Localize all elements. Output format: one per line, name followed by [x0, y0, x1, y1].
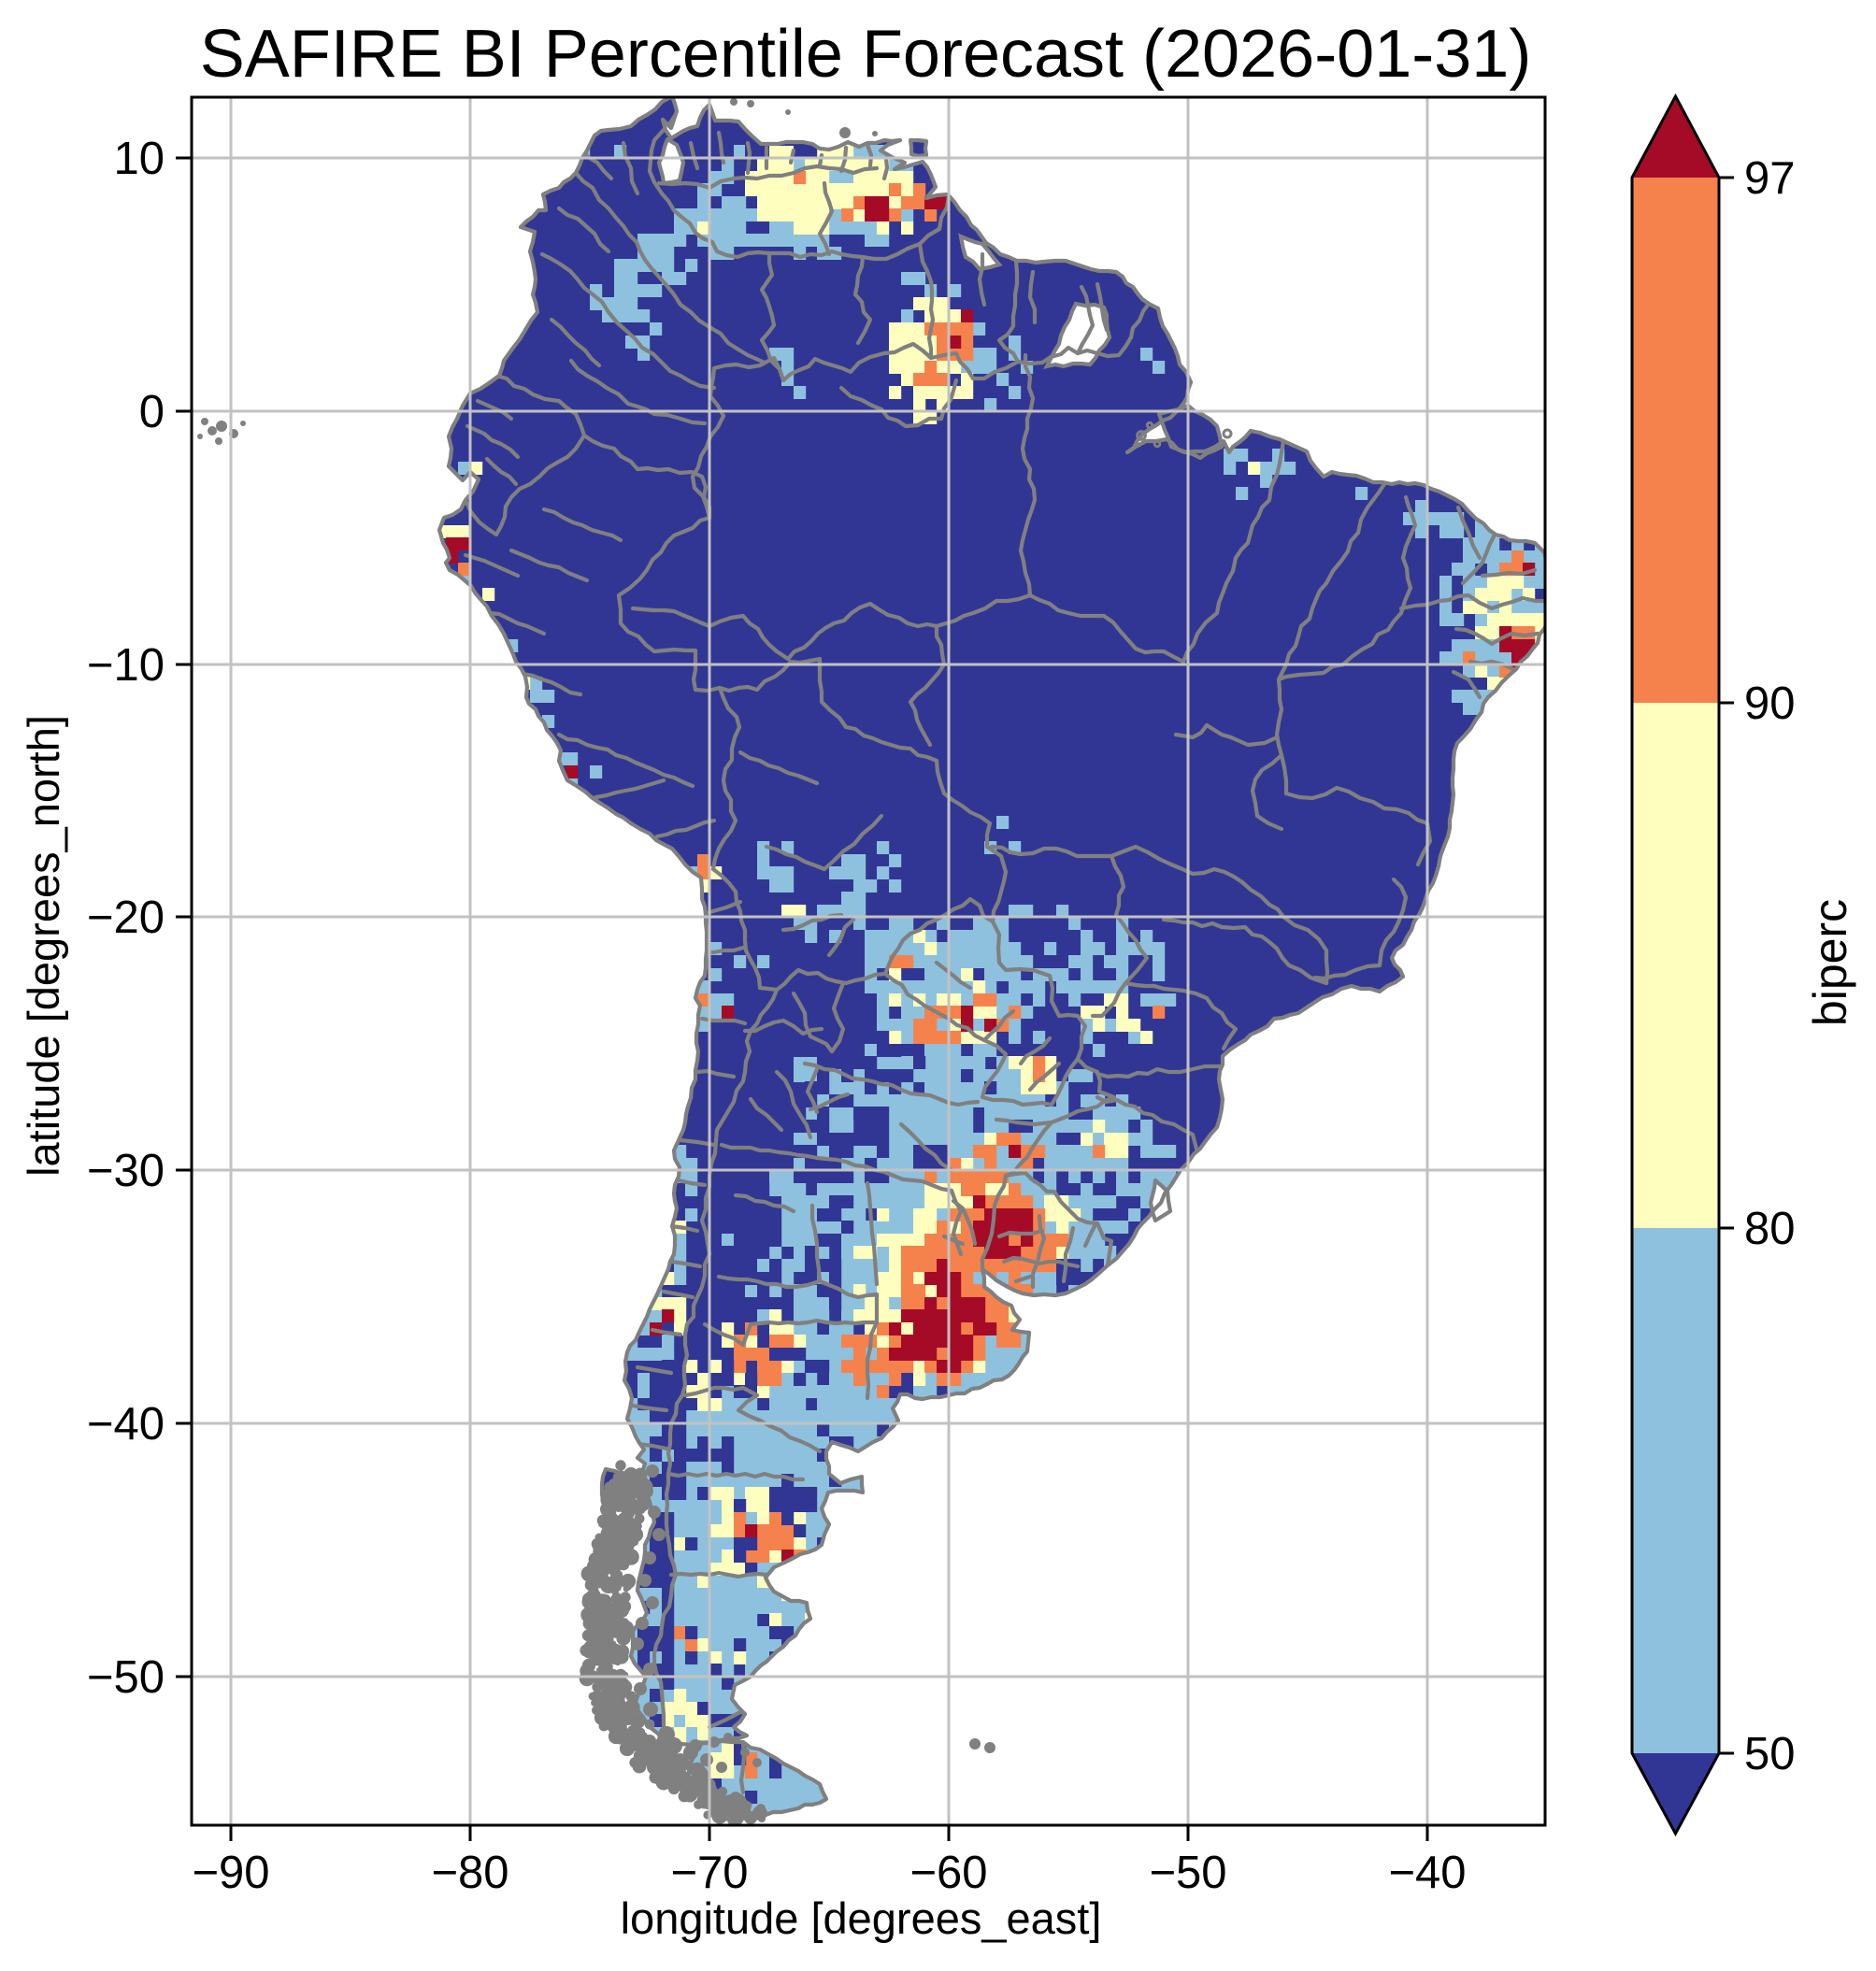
- svg-text:90: 90: [1744, 678, 1796, 729]
- svg-text:−50: −50: [1149, 1848, 1226, 1898]
- svg-text:10: 10: [113, 134, 165, 184]
- svg-text:−50: −50: [87, 1652, 165, 1703]
- svg-text:97: 97: [1744, 153, 1796, 204]
- svg-text:80: 80: [1744, 1204, 1796, 1254]
- svg-text:−90: −90: [192, 1848, 269, 1898]
- svg-text:−40: −40: [87, 1399, 165, 1450]
- svg-text:−40: −40: [1388, 1848, 1466, 1898]
- svg-text:−30: −30: [87, 1146, 165, 1196]
- svg-text:SAFIRE BI Percentile Forecast: SAFIRE BI Percentile Forecast (2026-01-3…: [200, 17, 1532, 92]
- svg-text:0: 0: [139, 387, 165, 437]
- svg-text:latitude [degrees_north]: latitude [degrees_north]: [19, 715, 68, 1177]
- svg-text:biperc: biperc: [1804, 899, 1856, 1026]
- svg-text:50: 50: [1744, 1729, 1796, 1779]
- svg-text:−60: −60: [909, 1848, 987, 1898]
- svg-text:−70: −70: [670, 1848, 748, 1898]
- svg-text:−80: −80: [431, 1848, 508, 1898]
- svg-text:−20: −20: [87, 893, 165, 943]
- svg-text:−10: −10: [87, 640, 165, 691]
- svg-text:longitude [degrees_east]: longitude [degrees_east]: [621, 1893, 1102, 1943]
